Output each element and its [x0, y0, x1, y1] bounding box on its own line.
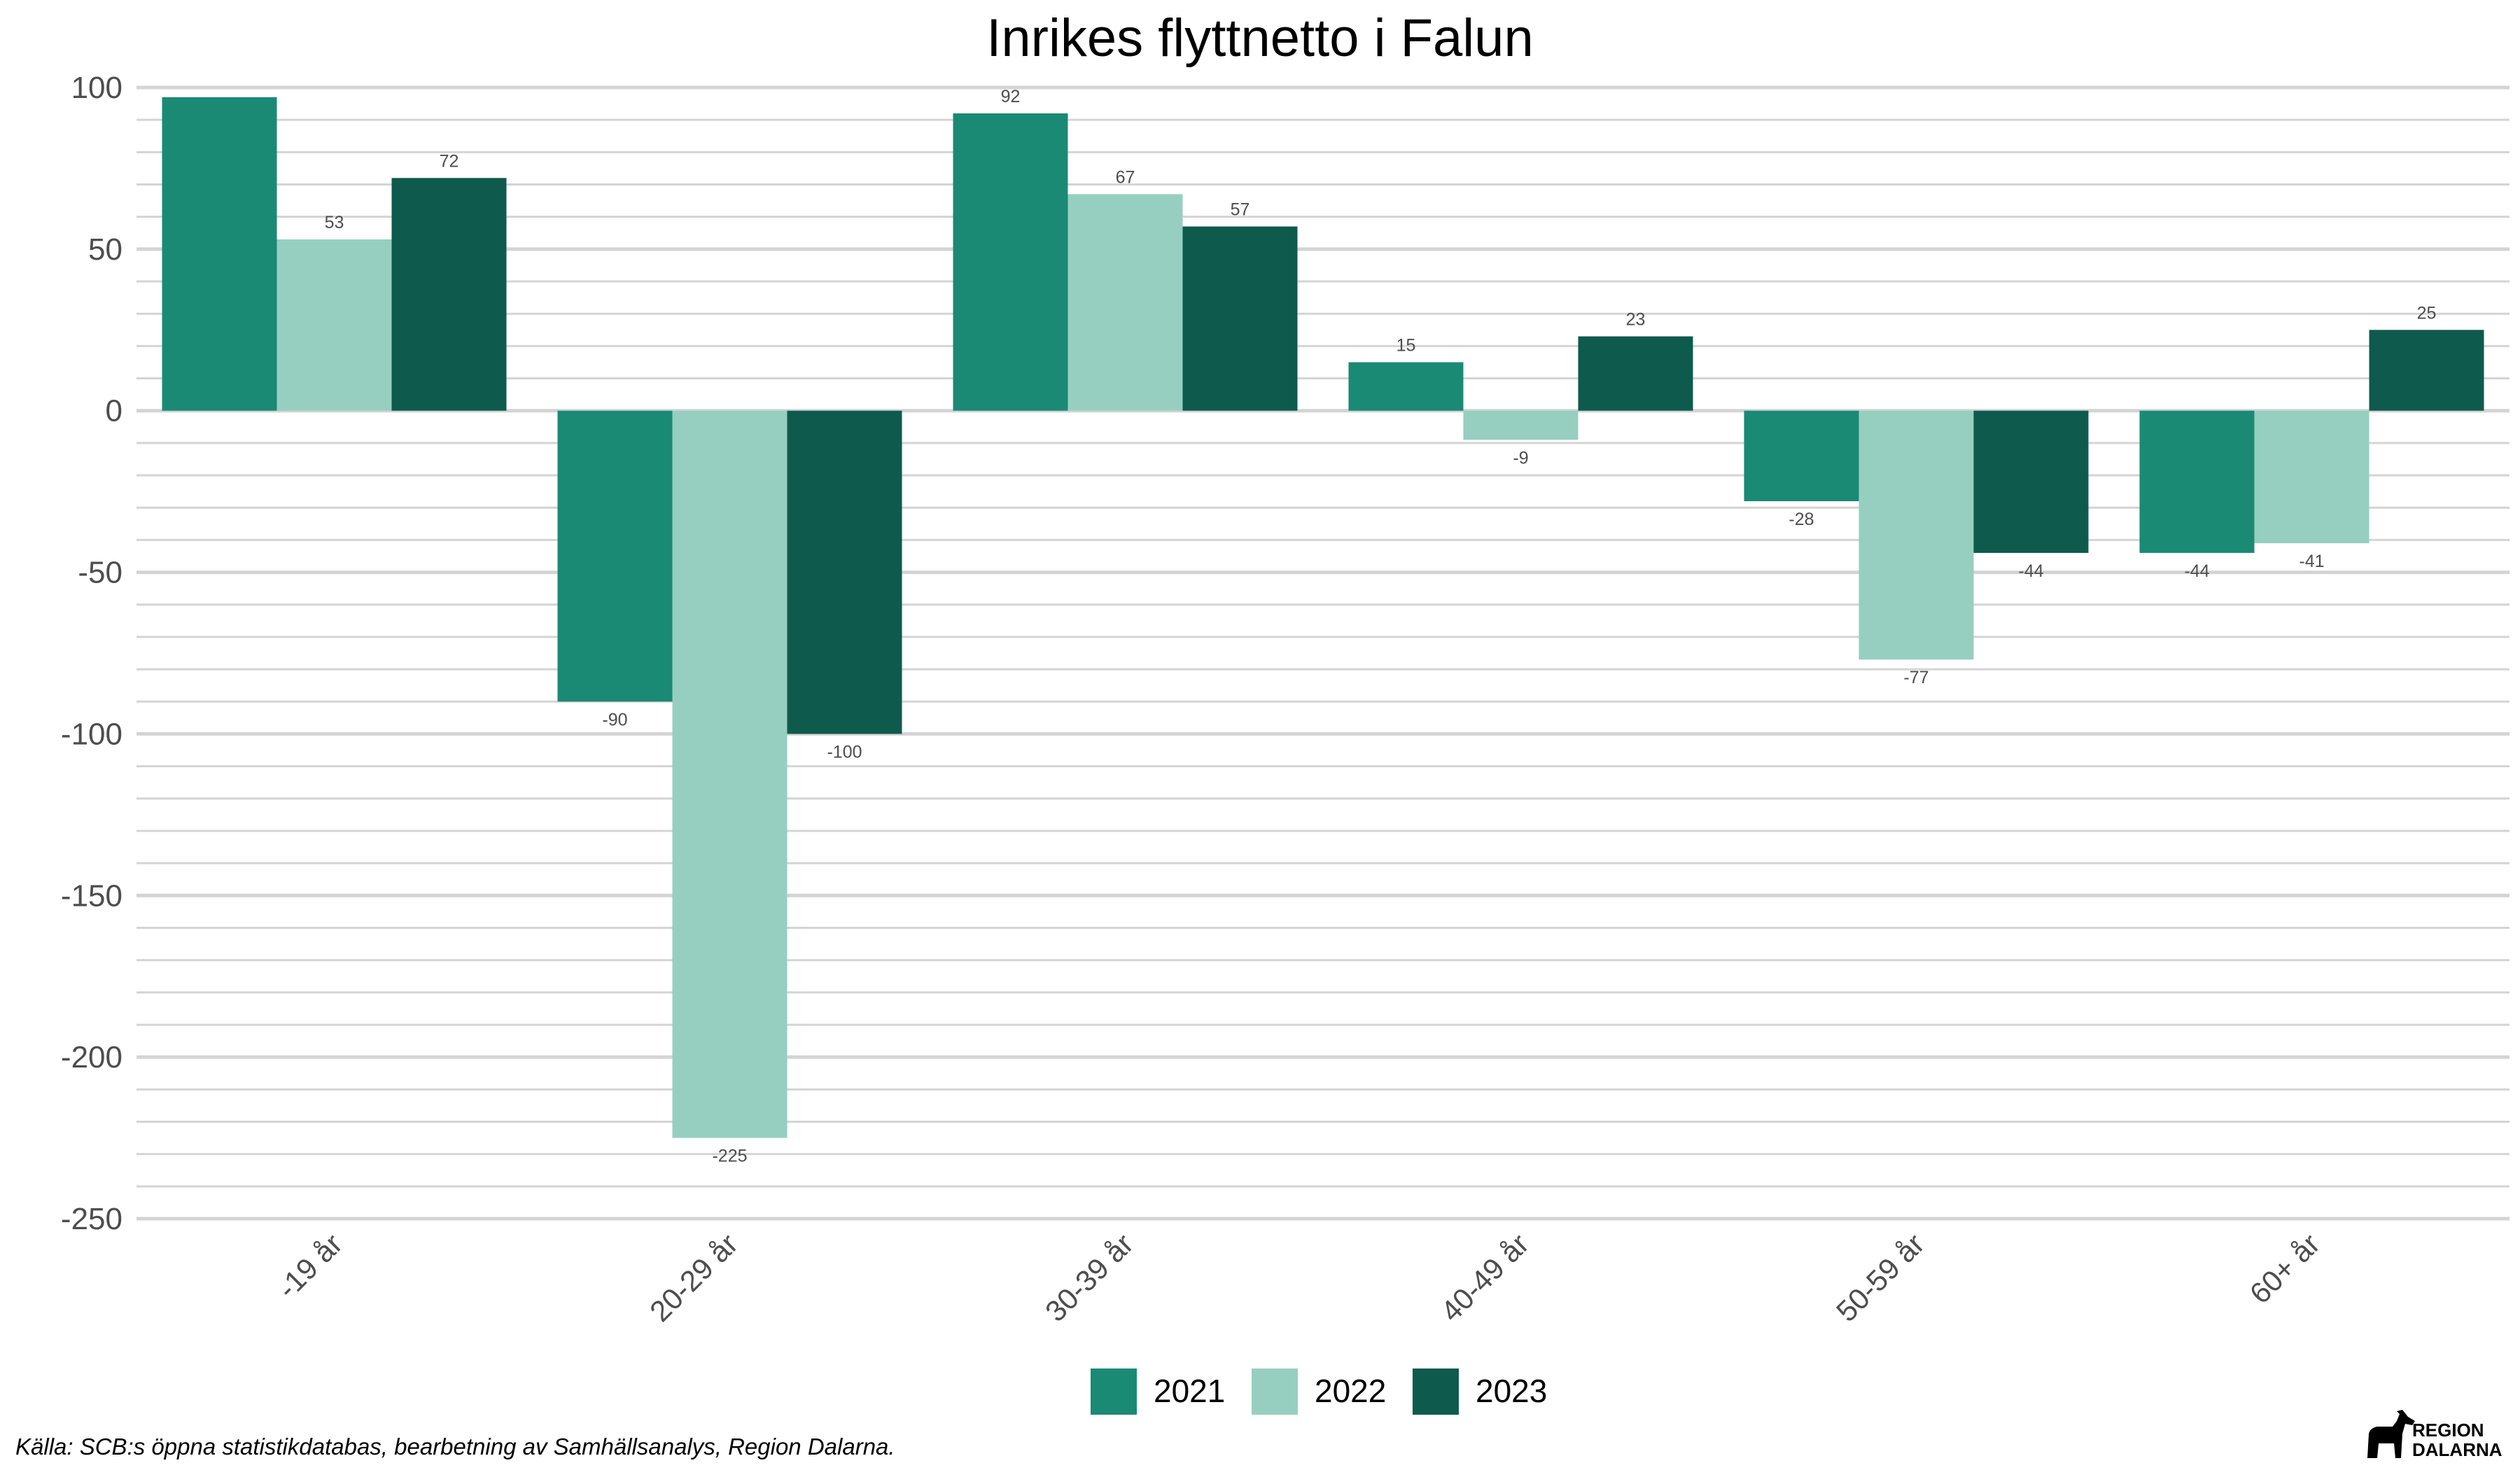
bar-2021-4 — [1348, 362, 1464, 411]
x-tick-label: 40-49 år — [1434, 1227, 1535, 1328]
y-tick-label: 100 — [71, 71, 122, 105]
bar-2021-6 — [2139, 410, 2255, 553]
y-tick-label: -200 — [61, 1040, 122, 1074]
data-labels: 53 72 -90 -225 -100 92 67 57 15 -9 23 -28 -77 -44 -44 -… — [325, 87, 2437, 1166]
bar-2023-5 — [1973, 410, 2089, 553]
grid — [136, 85, 2510, 1221]
x-tick-label: 50-59 år — [1830, 1227, 1931, 1328]
y-tick-label: -100 — [61, 717, 122, 751]
bar-2022-4 — [1463, 410, 1578, 440]
logo-line-1: REGION — [2412, 1420, 2484, 1441]
data-label: -100 — [827, 742, 862, 762]
data-label: 23 — [1626, 310, 1646, 330]
region-dalarna-logo: REGION DALARNA — [2367, 1410, 2502, 1460]
data-label: -41 — [2299, 552, 2324, 571]
bar-2023-2 — [787, 410, 902, 734]
y-tick-label: 50 — [88, 232, 122, 267]
data-label: -77 — [1903, 668, 1928, 687]
data-label: 57 — [1231, 200, 1250, 220]
x-tick-label: -19 år — [271, 1227, 349, 1305]
legend-label: 2023 — [1476, 1373, 1547, 1409]
logo-line-2: DALARNA — [2412, 1439, 2502, 1460]
legend-key-2022 — [1252, 1368, 1298, 1415]
y-tick-label: 0 — [106, 394, 122, 428]
x-tick-label: 60+ år — [2244, 1227, 2326, 1310]
legend-label: 2022 — [1315, 1373, 1386, 1409]
y-axis-ticks: 100 50 0 -50 -100 -150 -200 -250 — [61, 71, 122, 1236]
bar-2021-5 — [1744, 410, 1859, 501]
data-label: 92 — [1001, 87, 1021, 106]
legend-key-2021 — [1091, 1368, 1137, 1415]
legend: 2021 2022 2023 — [1091, 1368, 1547, 1415]
data-label: 72 — [440, 151, 459, 171]
x-axis-ticks: -19 år 20-29 år 30-39 år 40-49 år 50-59 år 60… — [271, 1227, 2326, 1328]
x-tick-label: 30-39 år — [1039, 1227, 1140, 1328]
legend-label: 2021 — [1154, 1373, 1225, 1409]
legend-key-2023 — [1413, 1368, 1459, 1415]
data-label: 67 — [1116, 167, 1135, 187]
data-label: -28 — [1788, 510, 1814, 529]
bar-2021-2 — [557, 410, 673, 702]
data-label: -44 — [2184, 561, 2209, 581]
y-tick-label: -150 — [61, 878, 122, 913]
bar-2022-2 — [672, 410, 788, 1138]
chart-title: Inrikes flyttnetto i Falun — [986, 8, 1533, 68]
data-label: -225 — [712, 1147, 747, 1166]
source-caption: Källa: SCB:s öppna statistikdatabas, bea… — [15, 1434, 895, 1460]
bar-2022-5 — [1858, 410, 1974, 660]
data-label: -9 — [1513, 448, 1528, 468]
x-tick-label: 20-29 år — [643, 1227, 744, 1328]
bar-2022-6 — [2254, 410, 2370, 544]
data-label: 25 — [2417, 303, 2437, 323]
bar-2021-3 — [953, 113, 1068, 411]
y-tick-label: -50 — [78, 556, 122, 590]
data-label: 15 — [1396, 335, 1416, 355]
bar-2022-1 — [276, 239, 392, 411]
bar-2023-4 — [1578, 336, 1693, 411]
bar-2021-1 — [162, 97, 277, 411]
dala-horse-icon — [2367, 1410, 2415, 1458]
bar-2023-1 — [391, 178, 507, 411]
bars — [162, 97, 2484, 1138]
data-label: -90 — [602, 710, 627, 729]
bar-2023-6 — [2369, 330, 2484, 411]
bar-2023-3 — [1182, 226, 1298, 411]
data-label: -44 — [2018, 561, 2043, 581]
bar-2022-3 — [1068, 194, 1183, 411]
data-label: 53 — [325, 213, 344, 232]
y-tick-label: -250 — [61, 1202, 122, 1236]
